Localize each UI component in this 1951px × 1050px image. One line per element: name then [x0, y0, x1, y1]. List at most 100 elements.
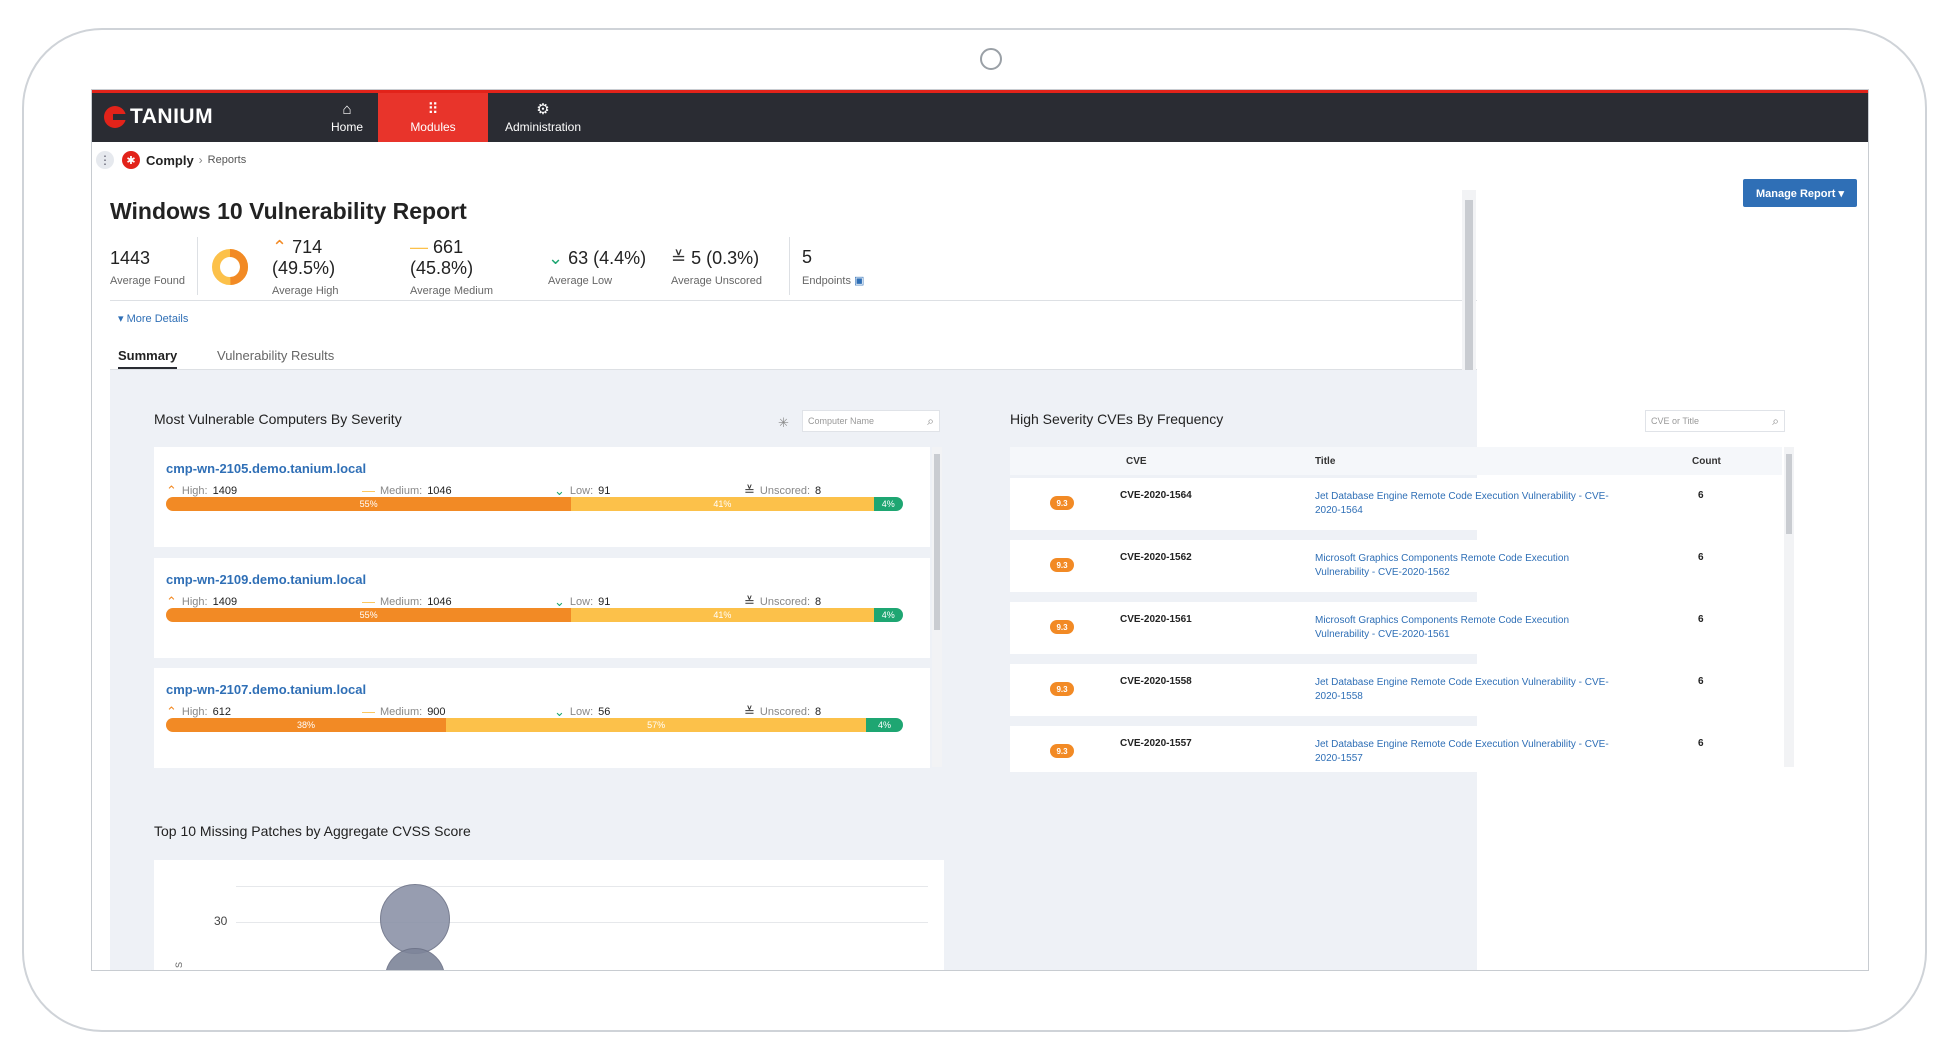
- low-segment: 4%: [873, 608, 903, 622]
- unscored-count: ≚ Unscored: 8: [744, 594, 821, 610]
- cvss-score-badge: 9.3: [1050, 496, 1074, 510]
- home-icon: ⌂: [342, 100, 352, 118]
- breadcrumb-page[interactable]: Reports: [207, 154, 247, 166]
- table-row[interactable]: 9.3 CVE-2020-1564 Jet Database Engine Re…: [1010, 478, 1782, 530]
- divider: [110, 300, 1477, 301]
- cve-count: 6: [1698, 738, 1704, 749]
- medium-dash-icon: —: [410, 237, 429, 257]
- grid-icon: ⠿: [427, 100, 439, 118]
- medium-dash-icon: —: [362, 483, 375, 498]
- tab-summary[interactable]: Summary: [118, 348, 178, 370]
- computer-card[interactable]: cmp-wn-2105.demo.tanium.local ⌃ High: 1409…: [154, 447, 930, 547]
- breadcrumb-separator: ›: [198, 153, 203, 167]
- cve-title-link[interactable]: Jet Database Engine Remote Code Executio…: [1315, 491, 1609, 516]
- computer-hostname-link[interactable]: cmp-wn-2107.demo.tanium.local: [166, 682, 367, 697]
- cve-id: CVE-2020-1558: [1120, 676, 1192, 687]
- caret-down-icon: ▾: [118, 313, 124, 325]
- cve-table: CVE Title Count 9.3 CVE-2020-1564 Jet Da…: [1010, 447, 1782, 772]
- bubble-point[interactable]: [380, 884, 450, 954]
- breadcrumb-module[interactable]: Comply: [146, 152, 194, 168]
- computer-hostname-link[interactable]: cmp-wn-2109.demo.tanium.local: [166, 572, 367, 587]
- high-caret-icon: ⌃: [166, 483, 177, 498]
- kebab-menu-icon[interactable]: ⋮: [96, 151, 114, 169]
- stat-high-value: 714 (49.5%): [272, 237, 336, 278]
- computer-search-input[interactable]: Computer Name ⌕: [802, 410, 940, 432]
- cve-title-link[interactable]: Jet Database Engine Remote Code Executio…: [1315, 739, 1609, 764]
- page-title: Windows 10 Vulnerability Report: [110, 198, 467, 224]
- tab-vulnerability-results[interactable]: Vulnerability Results: [217, 348, 335, 363]
- nav-home-label: Home: [330, 119, 363, 134]
- more-details-link[interactable]: ▾ More Details: [118, 312, 188, 325]
- cve-table-header: CVE Title Count: [1010, 447, 1782, 475]
- bubble-point[interactable]: [385, 948, 445, 970]
- cve-id: CVE-2020-1562: [1120, 552, 1192, 563]
- high-caret-icon: ⌃: [272, 237, 288, 257]
- table-row[interactable]: 9.3 CVE-2020-1561 Microsoft Graphics Com…: [1010, 602, 1782, 654]
- stat-medium-value: 661 (45.8%): [410, 237, 474, 278]
- medium-segment: 57%: [446, 718, 867, 732]
- y-axis-label: S: [174, 961, 185, 969]
- nav-modules[interactable]: ⠿ Modules: [378, 93, 488, 142]
- column-count[interactable]: Count: [1692, 456, 1721, 467]
- computers-scrollbar-thumb[interactable]: [934, 454, 940, 630]
- cve-id: CVE-2020-1557: [1120, 738, 1192, 749]
- nav-home[interactable]: ⌂ Home: [292, 93, 402, 142]
- cve-id: CVE-2020-1564: [1120, 490, 1192, 501]
- computers-panel-title: Most Vulnerable Computers By Severity: [154, 411, 402, 427]
- unscored-double-caret-icon: ≚: [744, 594, 755, 609]
- cve-title-link[interactable]: Microsoft Graphics Components Remote Cod…: [1315, 553, 1570, 578]
- computer-card[interactable]: cmp-wn-2109.demo.tanium.local ⌃ High: 1409…: [154, 558, 930, 658]
- table-row[interactable]: 9.3 CVE-2020-1558 Jet Database Engine Re…: [1010, 664, 1782, 716]
- cvss-score-badge: 9.3: [1050, 620, 1074, 634]
- camera-icon: [980, 48, 1002, 70]
- unscored-double-caret-icon: ≚: [744, 704, 755, 719]
- cve-title-link[interactable]: Microsoft Graphics Components Remote Cod…: [1315, 615, 1570, 640]
- stat-endpoints-label: Endpoints: [802, 275, 851, 287]
- low-value: 91: [598, 596, 611, 608]
- cve-title-link[interactable]: Jet Database Engine Remote Code Executio…: [1315, 677, 1609, 702]
- computer-card[interactable]: cmp-wn-2107.demo.tanium.local ⌃ High: 612 …: [154, 668, 930, 768]
- column-title[interactable]: Title: [1315, 456, 1336, 467]
- low-label: Low:: [569, 485, 594, 497]
- summary-content: Most Vulnerable Computers By Severity ✳ …: [110, 370, 1794, 970]
- medium-dash-icon: —: [362, 594, 375, 609]
- table-row[interactable]: 9.3 CVE-2020-1562 Microsoft Graphics Com…: [1010, 540, 1782, 592]
- table-row[interactable]: 9.3 CVE-2020-1557 Jet Database Engine Re…: [1010, 726, 1782, 772]
- severity-bar: 55% 41% 4%: [166, 497, 903, 511]
- medium-label: Medium:: [380, 595, 423, 608]
- cve-count: 6: [1698, 676, 1704, 687]
- unscored-value: 8: [815, 596, 822, 608]
- tanium-logo[interactable]: TANIUM: [104, 105, 213, 129]
- gridline: [236, 886, 928, 887]
- computer-hostname-link[interactable]: cmp-wn-2105.demo.tanium.local: [166, 461, 367, 476]
- high-value: 612: [212, 706, 231, 718]
- cve-scrollbar-thumb[interactable]: [1786, 454, 1792, 534]
- low-count: ⌄ Low: 91: [554, 483, 610, 499]
- stat-endpoints-value: 5: [802, 247, 813, 267]
- high-count: ⌃ High: 1409: [166, 483, 237, 499]
- unscored-double-caret-icon: ≚: [671, 247, 687, 268]
- cve-count: 6: [1698, 490, 1704, 501]
- cve-scrollbar[interactable]: [1784, 447, 1794, 767]
- y-tick-label: 30: [214, 914, 228, 928]
- high-caret-icon: ⌃: [166, 704, 177, 719]
- medium-value: 900: [427, 705, 446, 718]
- medium-count: — Medium: 1046: [362, 483, 452, 498]
- stat-medium-label: Average Medium: [410, 285, 493, 297]
- endpoints-list-icon[interactable]: ▣: [854, 275, 865, 287]
- nav-administration[interactable]: ⚙ Administration: [488, 93, 598, 142]
- cve-search-input[interactable]: CVE or Title ⌕: [1645, 410, 1785, 432]
- manage-report-button[interactable]: Manage Report ▾: [1743, 179, 1857, 207]
- patches-panel-title: Top 10 Missing Patches by Aggregate CVSS…: [154, 823, 471, 839]
- stat-unscored: ≚ 5 (0.3%) Average Unscored: [661, 237, 789, 297]
- stat-unscored-label: Average Unscored: [671, 274, 762, 287]
- stat-unscored-value: 5 (0.3%): [691, 247, 760, 268]
- high-count: ⌃ High: 1409: [166, 594, 237, 610]
- loading-spinner-icon: ✳: [778, 415, 789, 430]
- unscored-count: ≚ Unscored: 8: [744, 483, 821, 499]
- severity-bar: 55% 41% 4%: [166, 608, 903, 622]
- cve-id: CVE-2020-1561: [1120, 614, 1192, 625]
- medium-count: — Medium: 1046: [362, 594, 452, 609]
- medium-label: Medium:: [380, 484, 423, 497]
- column-cve[interactable]: CVE: [1126, 456, 1147, 467]
